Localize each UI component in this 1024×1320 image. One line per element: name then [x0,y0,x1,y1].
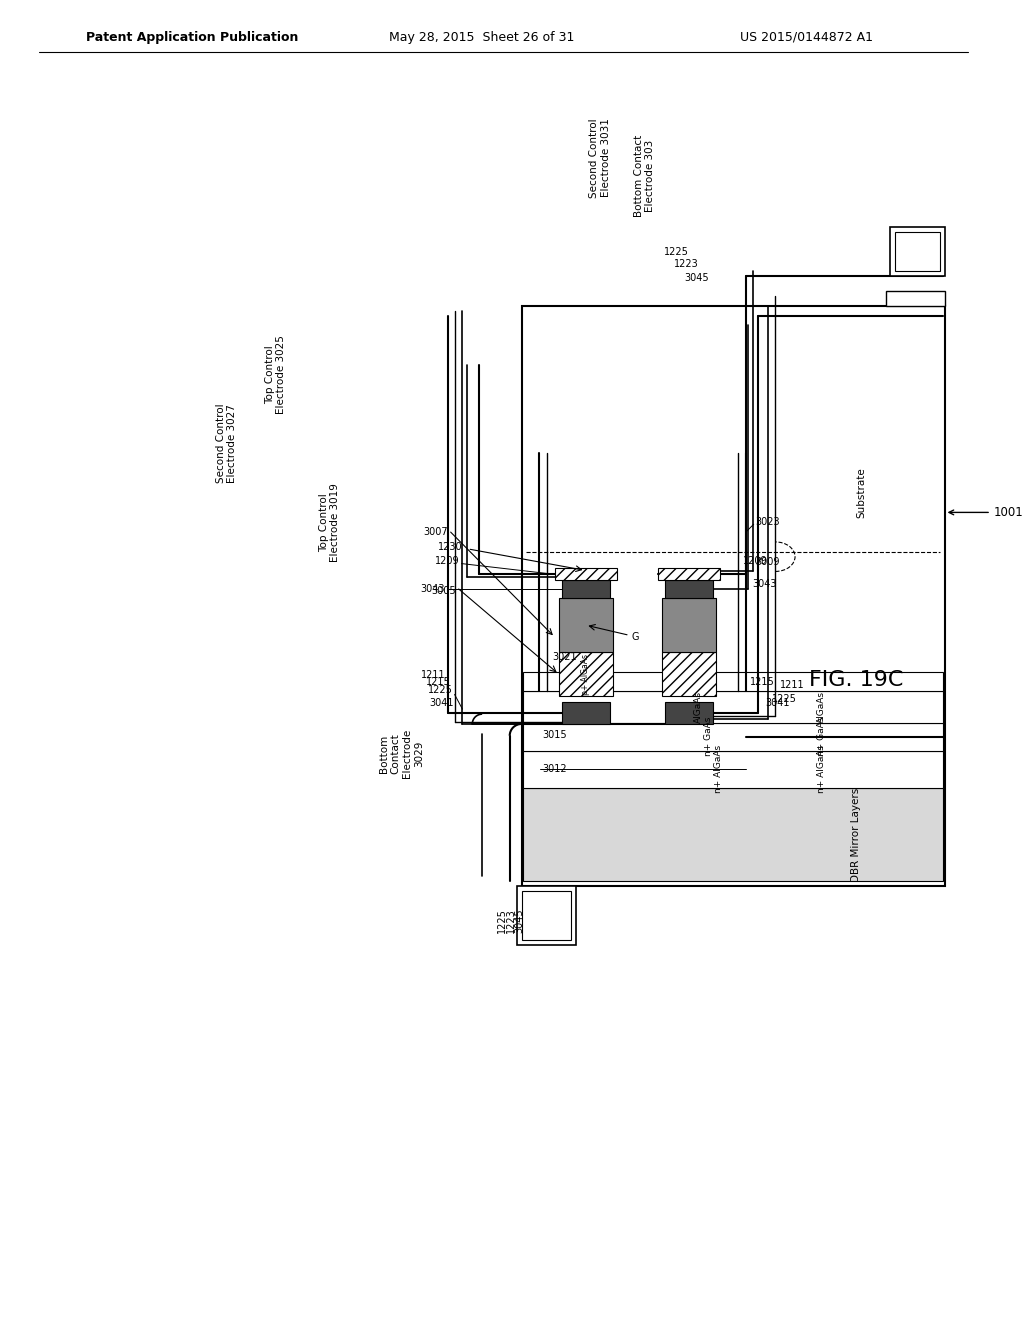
Bar [562,702,610,723]
Text: 3043: 3043 [753,579,777,589]
Text: 3007: 3007 [423,527,447,537]
Bar [663,598,717,652]
Bar [523,692,943,723]
Bar [658,569,720,581]
Text: Top Control
Electrode 3025: Top Control Electrode 3025 [265,335,287,414]
Text: n+ GaAs: n+ GaAs [703,717,713,756]
Text: 3009: 3009 [756,557,780,566]
Text: 1225: 1225 [772,694,798,705]
Text: 3045: 3045 [515,908,524,933]
Text: 1223: 1223 [506,908,516,933]
Text: n+ AlGaAs: n+ AlGaAs [817,746,826,793]
Text: 3045: 3045 [684,273,709,284]
Text: US 2015/0144872 A1: US 2015/0144872 A1 [740,30,873,44]
Bar [523,672,943,692]
Text: 1211: 1211 [780,680,805,689]
Text: 3043: 3043 [420,585,444,594]
Text: 3023: 3023 [756,517,780,527]
Text: 1215: 1215 [750,677,774,686]
Text: n+ GaAs: n+ GaAs [817,717,826,756]
Bar [523,751,943,788]
Text: 1215: 1215 [426,677,451,686]
Text: 3005: 3005 [431,586,456,597]
Text: 3012: 3012 [542,764,567,775]
Text: 3041: 3041 [766,698,791,709]
Text: 3041: 3041 [429,698,454,709]
Text: May 28, 2015  Sheet 26 of 31: May 28, 2015 Sheet 26 of 31 [389,30,574,44]
Text: Second Control
Electrode 3031: Second Control Electrode 3031 [590,117,611,198]
Bar [555,569,616,581]
Text: 1209: 1209 [742,556,768,565]
Text: Bottom
Contact
Electrode
3029: Bottom Contact Electrode 3029 [379,729,424,777]
Text: p+ AlGaAs: p+ AlGaAs [581,653,590,694]
Text: 3021: 3021 [552,652,577,663]
Bar [521,306,944,886]
Bar [523,788,943,882]
Text: Bottom Contact
Electrode 303: Bottom Contact Electrode 303 [634,135,655,218]
Text: AlGaAs: AlGaAs [817,692,826,723]
Text: 1223: 1223 [674,260,698,269]
Text: 1001: 1001 [949,506,1024,519]
Bar [666,581,714,598]
Text: AlGaAs: AlGaAs [694,692,703,723]
Text: Substrate: Substrate [856,467,866,517]
Bar [516,886,575,945]
Bar [521,891,570,940]
Text: Second Control
Electrode 3027: Second Control Electrode 3027 [215,403,238,483]
Text: 1230: 1230 [438,541,463,552]
Bar [895,232,940,272]
Text: 1225: 1225 [497,908,507,933]
Text: DBR Mirror Layers: DBR Mirror Layers [851,788,861,882]
Text: 1225: 1225 [428,685,453,694]
Bar [523,723,943,751]
Text: G: G [632,632,639,643]
Text: FIG. 19C: FIG. 19C [809,669,903,689]
Text: Top Control
Electrode 3019: Top Control Electrode 3019 [318,483,340,561]
Bar [886,290,944,306]
Text: n+ AlGaAs: n+ AlGaAs [714,746,723,793]
Text: 3015: 3015 [542,730,567,739]
Bar [891,227,944,276]
Text: Patent Application Publication: Patent Application Publication [86,30,298,44]
Bar [562,581,610,598]
Text: 1211: 1211 [421,669,445,680]
Bar [559,598,613,652]
Text: 1225: 1225 [664,247,689,256]
Bar [663,652,717,697]
Bar [559,652,613,697]
Text: 1209: 1209 [435,556,460,565]
Bar [666,702,714,723]
